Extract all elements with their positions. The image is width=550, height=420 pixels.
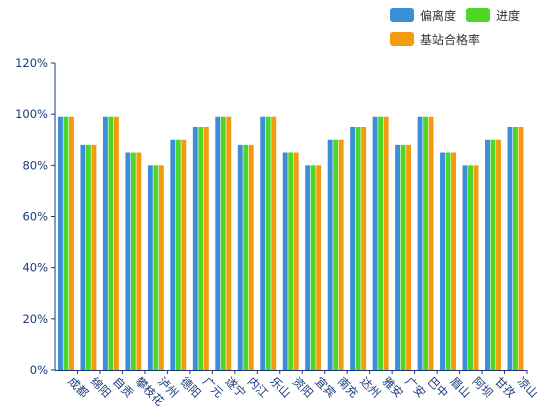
x-tick-label: 宜宾 xyxy=(312,374,338,400)
bar xyxy=(338,139,344,370)
bar xyxy=(507,126,513,370)
bar xyxy=(260,116,266,370)
bar xyxy=(175,139,181,370)
legend-swatch-series-2 xyxy=(466,8,490,22)
bar xyxy=(327,139,333,370)
bar xyxy=(271,116,277,370)
bar xyxy=(350,126,356,370)
bar xyxy=(462,165,468,370)
y-tick-label: 120% xyxy=(15,56,48,70)
y-tick-label: 20% xyxy=(22,312,48,326)
bar xyxy=(423,116,429,370)
bar xyxy=(383,116,389,370)
bar xyxy=(265,116,271,370)
bar xyxy=(445,152,451,370)
legend-item-series-3[interactable]: 基站合格率 xyxy=(390,31,480,47)
legend-item-series-1[interactable]: 偏离度 xyxy=(390,7,456,23)
bar xyxy=(226,116,232,370)
bar xyxy=(113,116,119,370)
bar xyxy=(85,144,91,370)
bar xyxy=(518,126,524,370)
bar xyxy=(282,152,288,370)
bar xyxy=(333,139,339,370)
bar xyxy=(248,144,254,370)
bar xyxy=(181,139,187,370)
x-tick-label: 凉山 xyxy=(515,374,541,400)
bar xyxy=(378,116,384,370)
legend-label-series-3: 基站合格率 xyxy=(420,32,481,47)
bar xyxy=(220,116,226,370)
bar xyxy=(215,116,221,370)
legend-label-series-2: 进度 xyxy=(496,8,521,23)
bar xyxy=(170,139,176,370)
x-tick-label: 德阳 xyxy=(177,374,203,400)
y-tick-label: 80% xyxy=(22,158,48,172)
bar xyxy=(440,152,445,370)
bar xyxy=(417,116,423,370)
x-tick-label: 广安 xyxy=(402,374,428,400)
x-tick-label: 自贡 xyxy=(110,374,136,400)
x-tick-label: 乐山 xyxy=(267,374,293,400)
x-tick-label: 成都 xyxy=(65,374,92,401)
bar xyxy=(395,144,401,370)
bar xyxy=(80,144,86,370)
legend-label-series-1: 偏离度 xyxy=(420,8,457,23)
bar xyxy=(288,152,294,370)
y-tick-label: 100% xyxy=(15,107,48,121)
bar xyxy=(63,116,69,370)
x-tick-label: 达州 xyxy=(357,374,383,400)
bar xyxy=(406,144,412,370)
x-tick-label: 绵阳 xyxy=(88,374,114,400)
bar xyxy=(91,144,97,370)
bar xyxy=(147,165,153,370)
legend-swatch-series-1 xyxy=(390,8,414,22)
bar xyxy=(153,165,159,370)
bar xyxy=(198,126,204,370)
bar xyxy=(468,165,473,370)
x-tick-label: 眉山 xyxy=(447,374,473,400)
bar xyxy=(203,126,209,370)
bar xyxy=(102,116,108,370)
bar xyxy=(428,116,434,370)
bar xyxy=(513,126,518,370)
bar xyxy=(473,165,479,370)
bar xyxy=(130,152,136,370)
bar xyxy=(485,139,490,370)
bar xyxy=(372,116,378,370)
bar xyxy=(293,152,299,370)
x-tick-label: 广元 xyxy=(200,374,227,401)
x-tick-label: 资阳 xyxy=(290,374,316,400)
bar xyxy=(305,165,311,370)
x-tick-label: 阿坝 xyxy=(470,374,496,400)
bar xyxy=(136,152,142,370)
bar xyxy=(243,144,249,370)
x-tick-label: 南充 xyxy=(335,374,362,401)
bar xyxy=(158,165,164,370)
x-tick-label: 甘孜 xyxy=(492,374,519,401)
bar xyxy=(355,126,361,370)
legend-swatch-series-3 xyxy=(390,32,414,46)
bar xyxy=(496,139,501,370)
bar xyxy=(125,152,131,370)
bar xyxy=(57,116,63,370)
x-tick-label: 遂宁 xyxy=(222,374,248,400)
legend-item-series-2[interactable]: 进度 xyxy=(466,7,520,23)
x-tick-label: 雅安 xyxy=(380,374,406,400)
bar xyxy=(400,144,406,370)
bar xyxy=(237,144,243,370)
x-tick-label: 内江 xyxy=(245,374,272,401)
x-tick-label: 巴中 xyxy=(425,374,451,400)
bar xyxy=(68,116,74,370)
bar xyxy=(490,139,496,370)
bar xyxy=(316,165,322,370)
bar xyxy=(108,116,114,370)
bar xyxy=(361,126,367,370)
bar xyxy=(310,165,316,370)
y-tick-label: 0% xyxy=(30,363,48,377)
bar xyxy=(192,126,198,370)
y-tick-label: 60% xyxy=(22,210,48,224)
y-tick-label: 40% xyxy=(22,261,48,275)
bar xyxy=(451,152,456,370)
